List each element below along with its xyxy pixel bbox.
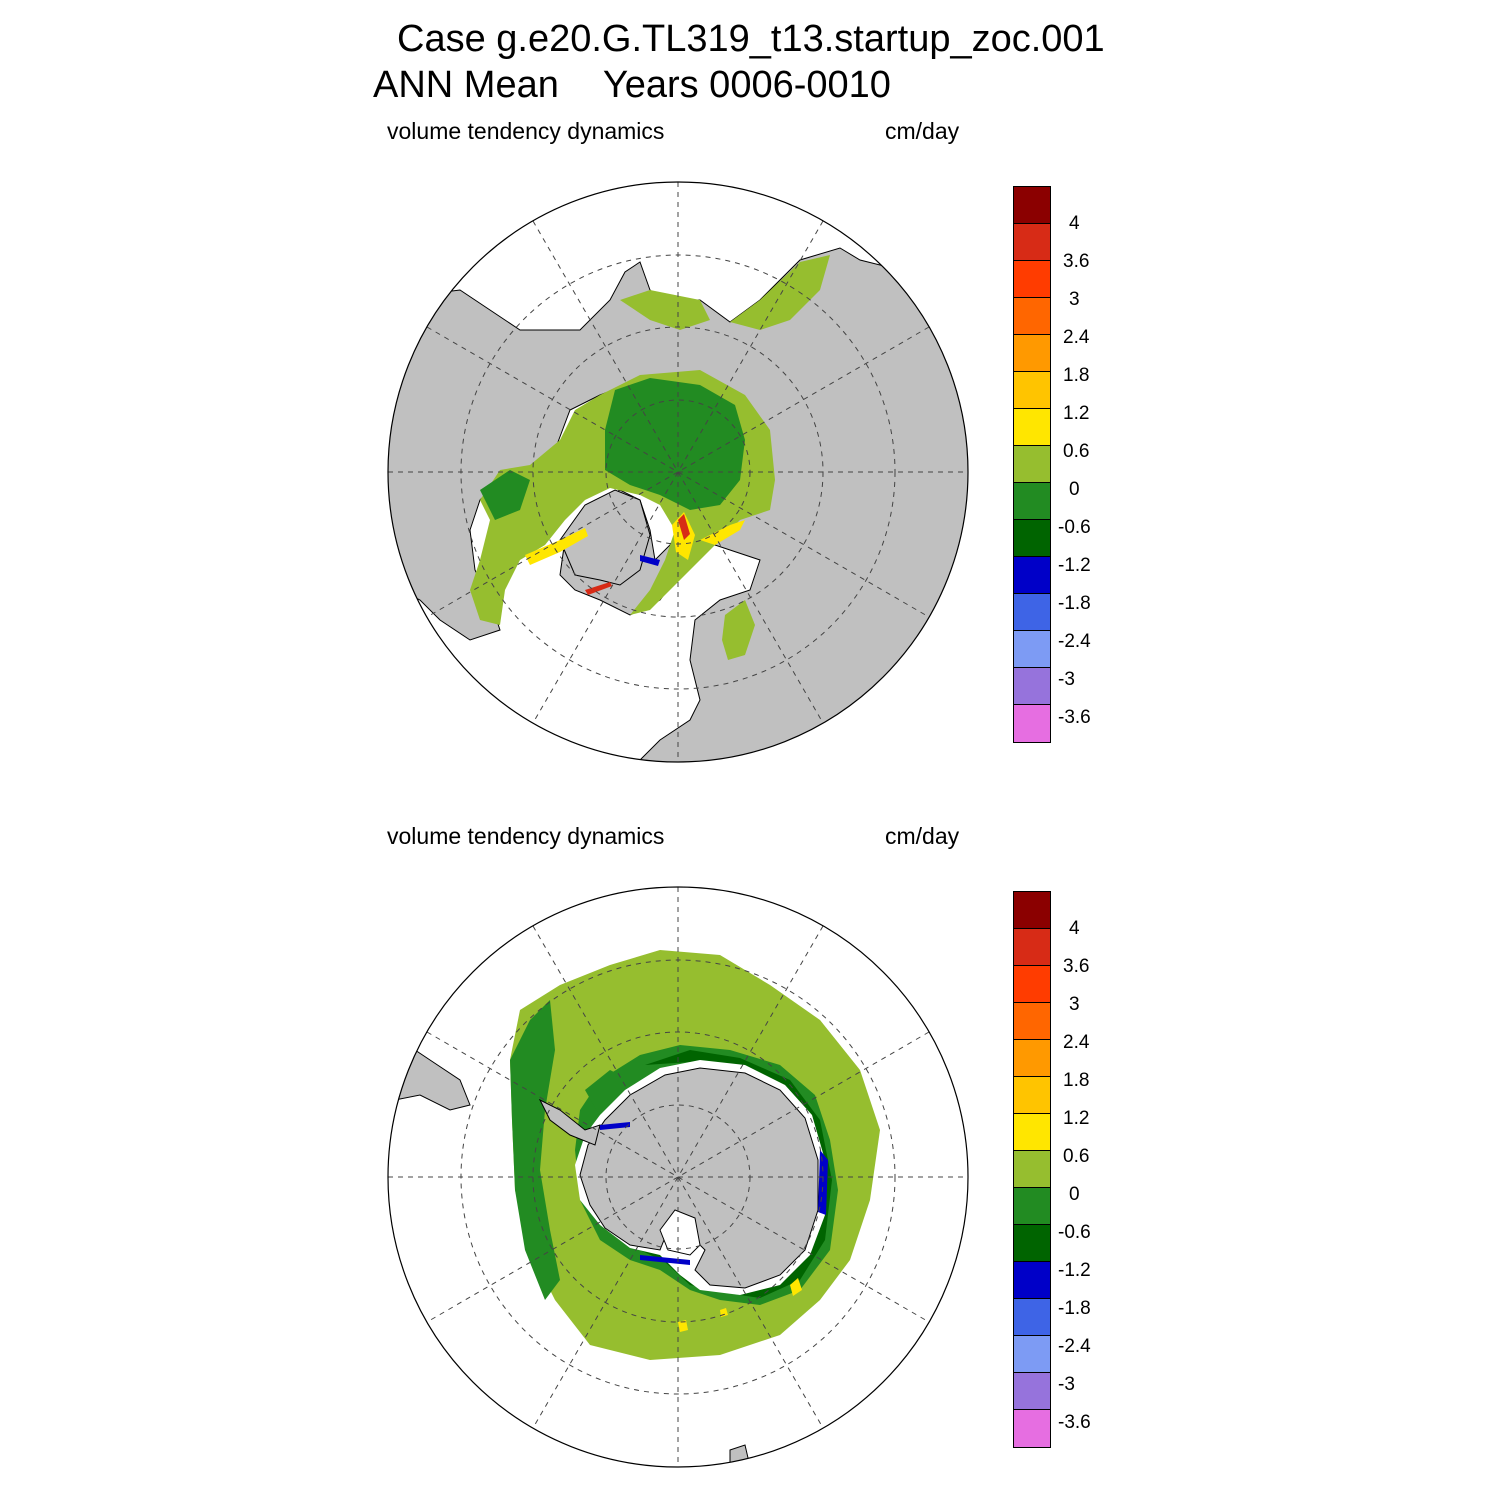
north-colorbar-label: -2.4 — [1058, 631, 1091, 652]
north-colorbar-swatch — [1014, 668, 1050, 705]
north-colorbar-label: -3.6 — [1058, 707, 1091, 728]
north-colorbar-label: 1.8 — [1063, 365, 1090, 386]
antarctic-peninsula — [538, 1098, 601, 1146]
north-colorbar-swatch — [1014, 446, 1050, 483]
north-colorbar-label: 2.4 — [1063, 327, 1090, 348]
north-bering-ice — [730, 255, 830, 330]
antarctica-land — [579, 1067, 819, 1289]
north-colorbar-swatch — [1014, 261, 1050, 298]
south-colorbar-swatch — [1014, 1077, 1050, 1114]
south-map-border — [387, 886, 969, 1468]
south-colorbar-swatch — [1014, 1003, 1050, 1040]
north-colorbar-label: 3.6 — [1063, 251, 1090, 272]
south-negative-edge-ross — [640, 1255, 690, 1265]
north-units-label: cm/day — [885, 118, 960, 144]
plot-title-period: ANN Mean Years 0006-0010 — [373, 64, 891, 107]
south-colorbar-label: 2.4 — [1063, 1032, 1090, 1053]
south-colorbar-label: 1.2 — [1063, 1108, 1090, 1129]
south-dark-ice-west — [510, 1000, 560, 1300]
north-colorbar-swatch — [1014, 520, 1050, 557]
plot-title-case: Case g.e20.G.TL319_t13.startup_zoc.001 — [397, 18, 1105, 60]
south-colorbar — [1013, 891, 1051, 1448]
north-colorbar-label: 0 — [1069, 479, 1080, 500]
south-colorbar-swatch — [1014, 1040, 1050, 1077]
south-positive-patch-1 — [790, 1278, 802, 1296]
south-ross-sea — [659, 1209, 701, 1256]
north-negative-edge — [640, 555, 660, 566]
south-units-label: cm/day — [885, 823, 960, 849]
south-colorbar-swatch — [1014, 1225, 1050, 1262]
south-colorbar-label: 0.6 — [1063, 1146, 1090, 1167]
south-colorbar-label: 0 — [1069, 1184, 1080, 1205]
south-positive-patch-2 — [678, 1320, 688, 1332]
south-colorbar-label: 4 — [1069, 918, 1080, 939]
south-polar-map — [387, 886, 969, 1468]
north-colorbar-swatch — [1014, 224, 1050, 261]
north-colorbar-label: 3 — [1069, 289, 1080, 310]
north-colorbar-label: 0.6 — [1063, 441, 1090, 462]
south-colorbar-swatch — [1014, 1262, 1050, 1299]
north-barents-streak — [700, 520, 745, 545]
north-baltic-ice — [722, 600, 755, 660]
north-colorbar-swatch — [1014, 594, 1050, 631]
north-graticule — [388, 182, 968, 762]
north-colorbar-label: 4 — [1069, 213, 1080, 234]
north-central-arctic-ice — [605, 378, 745, 510]
north-colorbar — [1013, 186, 1051, 743]
south-colorbar-label: -3 — [1058, 1374, 1075, 1395]
north-colorbar-swatch — [1014, 335, 1050, 372]
south-colorbar-swatch — [1014, 1373, 1050, 1410]
south-colorbar-label: -2.4 — [1058, 1336, 1091, 1357]
north-map-border — [387, 181, 969, 763]
south-negative-edge-weddell — [600, 1122, 630, 1130]
south-colorbar-label: -1.2 — [1058, 1260, 1091, 1281]
south-colorbar-swatch — [1014, 1151, 1050, 1188]
north-variable-label: volume tendency dynamics — [387, 118, 665, 144]
south-colorbar-label: 3 — [1069, 994, 1080, 1015]
north-colorbar-label: -1.8 — [1058, 593, 1091, 614]
north-polar-map — [387, 181, 969, 763]
south-colorbar-swatch — [1014, 929, 1050, 966]
north-colorbar-swatch — [1014, 631, 1050, 668]
south-colorbar-label: -3.6 — [1058, 1412, 1091, 1433]
south-colorbar-label: -0.6 — [1058, 1222, 1091, 1243]
south-negative-edge-east — [818, 1150, 828, 1215]
south-graticule — [388, 887, 968, 1467]
south-colorbar-swatch — [1014, 1188, 1050, 1225]
north-colorbar-label: -3 — [1058, 669, 1075, 690]
north-colorbar-swatch — [1014, 705, 1050, 742]
north-colorbar-swatch — [1014, 409, 1050, 446]
north-chukchi-ice — [620, 290, 710, 330]
north-colorbar-swatch — [1014, 187, 1050, 224]
north-colorbar-swatch — [1014, 372, 1050, 409]
north-labrador-streak — [525, 528, 588, 565]
south-colorbar-label: 3.6 — [1063, 956, 1090, 977]
plot-title-years: Years 0006-0010 — [602, 64, 891, 106]
south-variable-label: volume tendency dynamics — [387, 823, 665, 849]
south-colorbar-label: 1.8 — [1063, 1070, 1090, 1091]
plot-title-mean: ANN Mean — [373, 64, 559, 106]
south-colorbar-swatch — [1014, 1336, 1050, 1373]
north-denmark-strait-streak — [585, 582, 612, 595]
north-colorbar-label: 1.2 — [1063, 403, 1090, 424]
north-colorbar-label: -0.6 — [1058, 517, 1091, 538]
south-colorbar-swatch — [1014, 1299, 1050, 1336]
south-colorbar-swatch — [1014, 966, 1050, 1003]
north-fram-strait-streak — [678, 514, 690, 540]
north-colorbar-swatch — [1014, 557, 1050, 594]
north-colorbar-label: -1.2 — [1058, 555, 1091, 576]
north-greenland — [559, 489, 651, 586]
south-colorbar-swatch — [1014, 1114, 1050, 1151]
north-colorbar-swatch — [1014, 298, 1050, 335]
north-colorbar-swatch — [1014, 483, 1050, 520]
south-colorbar-label: -1.8 — [1058, 1298, 1091, 1319]
south-colorbar-swatch — [1014, 892, 1050, 929]
north-hudson-ice — [480, 470, 530, 520]
south-colorbar-swatch — [1014, 1410, 1050, 1447]
